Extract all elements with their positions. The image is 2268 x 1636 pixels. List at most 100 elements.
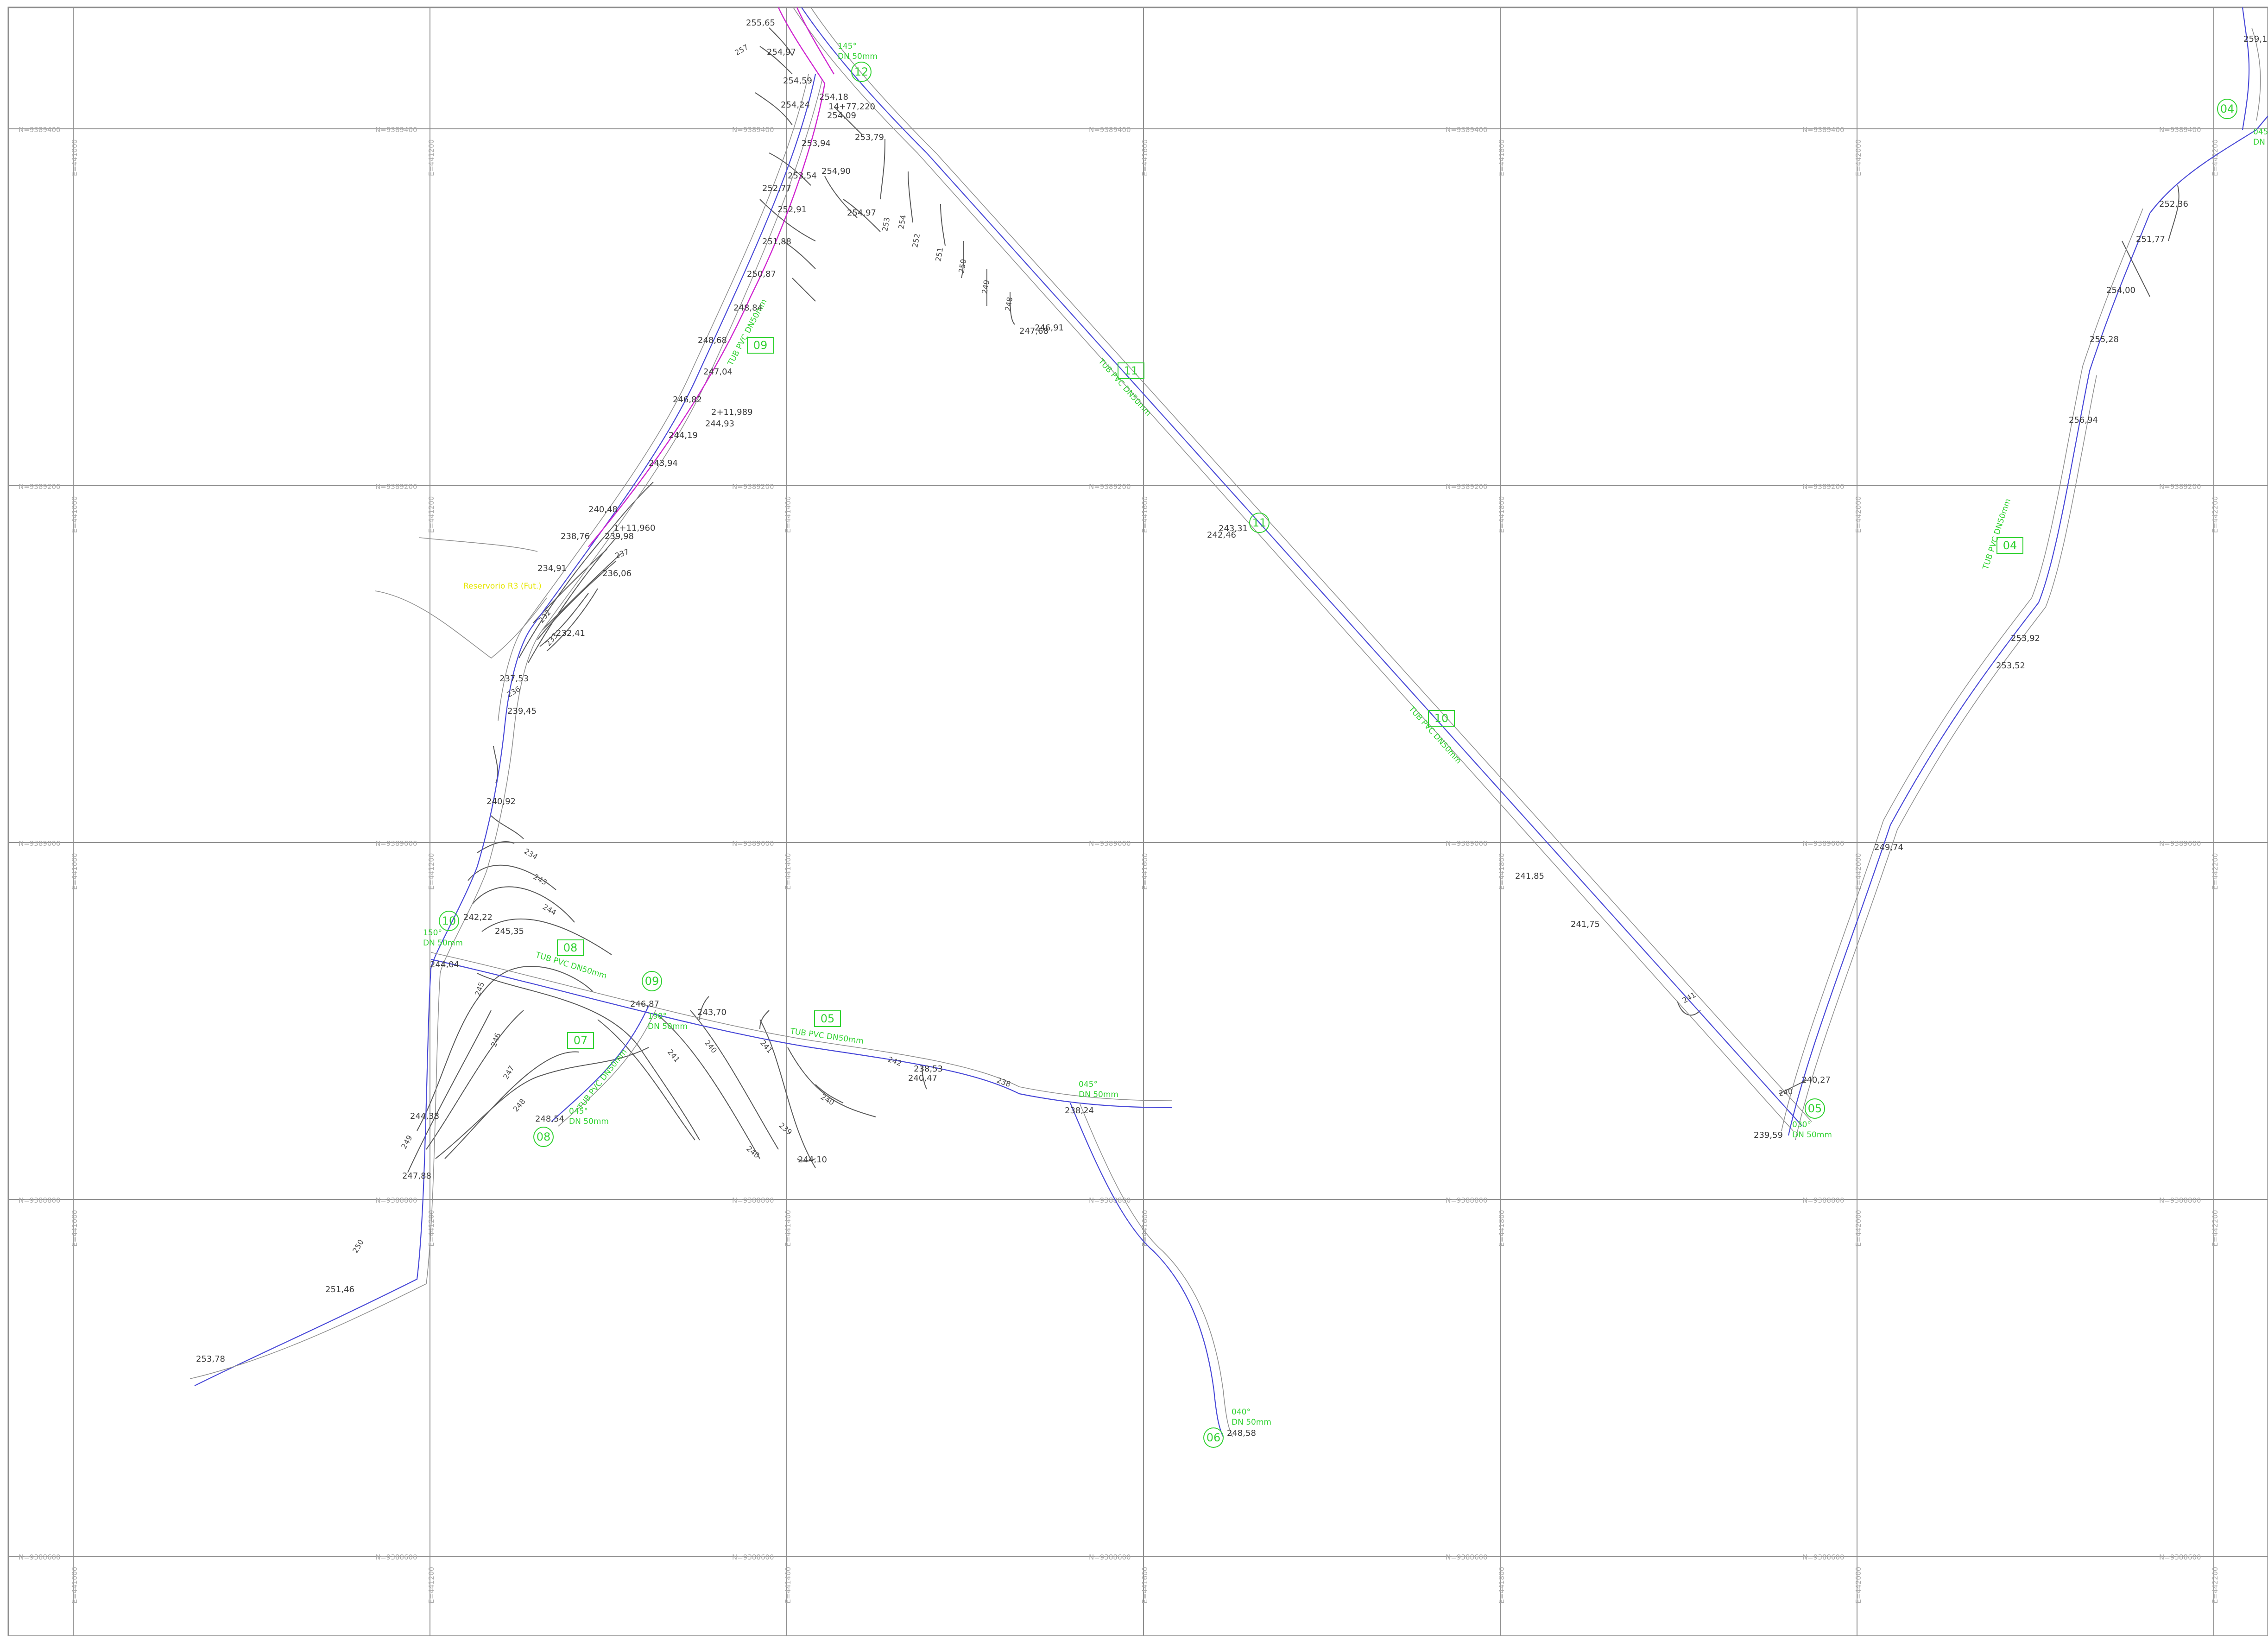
northing-label: N=9388800 (2159, 1196, 2201, 1205)
northing-label: N=9388800 (375, 1196, 417, 1205)
pipelines (190, 7, 2268, 1437)
pipeline-south-branch (1069, 1103, 1224, 1437)
contour-label: 251 (934, 247, 945, 262)
easting-label: E=441800 (1497, 853, 1506, 890)
northing-label: N=9388600 (19, 1553, 61, 1561)
elevation-label: 242,22 (463, 913, 493, 922)
node-marker: 08 (533, 1127, 554, 1147)
contour-label: 245 (473, 981, 486, 997)
northing-label: N=9389000 (19, 839, 61, 848)
elevation-label: 250,87 (747, 269, 776, 279)
elevation-label: 256,94 (2069, 415, 2098, 425)
elevation-label: 239,59 (1754, 1130, 1783, 1140)
pipe-spec-label: TUB PVC DN50mm (1981, 498, 2013, 571)
contour-label: 246 (489, 1032, 502, 1048)
svg-text:08: 08 (537, 1130, 551, 1143)
elevation-label: 248,58 (1227, 1428, 1256, 1438)
section-tag: 11 (1118, 362, 1144, 379)
contour-label: 240 (1778, 1087, 1793, 1098)
northing-label: N=9388800 (732, 1196, 774, 1205)
easting-label: E=441600 (1141, 496, 1149, 533)
elevation-label: 243,70 (697, 1008, 727, 1017)
easting-label: E=441800 (1497, 1567, 1506, 1604)
reservoir-note: Reservorio R3 (Fut.) (463, 582, 542, 591)
elevation-label: 254,90 (821, 166, 851, 176)
svg-text:04: 04 (2003, 539, 2017, 552)
easting-label: E=441600 (1141, 1567, 1149, 1604)
elevation-label: 254,24 (781, 100, 810, 110)
elevation-label: 252,91 (777, 205, 807, 215)
elevation-label: 254,09 (827, 111, 856, 120)
elevation-label: 242,46 (1207, 530, 1236, 540)
section-tag: 10 (1428, 710, 1455, 727)
junction-dn: DN 50mm (2253, 138, 2268, 147)
elevation-label: 244,04 (430, 960, 459, 970)
node-marker: 12 (851, 62, 872, 82)
elevation-label: 240,48 (588, 505, 618, 514)
northing-label: N=9389200 (2159, 482, 2201, 491)
pipeline-west-east (430, 958, 1173, 1109)
junction-dn: DN 50mm (1079, 1090, 1118, 1099)
elevation-label: 248,84 (733, 303, 763, 313)
elevation-label: 254,00 (2106, 285, 2135, 295)
elevation-label: 247,68 (1019, 326, 1049, 336)
northing-label: N=9388800 (1802, 1196, 1845, 1205)
northing-label: N=9389400 (2159, 126, 2201, 134)
northing-label: N=9389200 (1446, 482, 1488, 491)
elevation-label: 251,46 (325, 1285, 354, 1294)
svg-text:08: 08 (563, 941, 578, 954)
northing-label: N=9389200 (19, 482, 61, 491)
chainage-label: 2+11,989 (711, 407, 753, 417)
contour-label: 241 (666, 1047, 682, 1064)
elevation-label: 248,54 (535, 1114, 564, 1124)
easting-label: E=441800 (1497, 1210, 1506, 1247)
easting-label: E=441200 (427, 140, 436, 176)
northing-label: N=9388600 (1802, 1553, 1845, 1561)
elevation-label: 253,54 (788, 171, 817, 181)
easting-label: E=441200 (427, 496, 436, 533)
contour-label: 234 (523, 847, 539, 862)
elevation-label: 243,94 (649, 458, 678, 468)
svg-text:05: 05 (821, 1012, 835, 1025)
contour-label: 252 (910, 233, 922, 248)
elevation-label: 252,77 (762, 184, 791, 193)
easting-label: E=441200 (427, 1567, 436, 1604)
northing-label: N=9388600 (2159, 1553, 2201, 1561)
svg-text:10: 10 (1434, 712, 1449, 725)
northing-label: N=9389000 (1089, 839, 1131, 848)
svg-text:09: 09 (753, 339, 768, 352)
easting-labels: E=441000 E=441200 E=441400 E=441600 E=44… (70, 140, 2219, 1604)
elevation-label: 243,31 (1219, 524, 1248, 533)
node-marker: 05 (1805, 1098, 1825, 1119)
elevation-label: 253,92 (2011, 634, 2040, 643)
easting-label: E=441000 (70, 496, 79, 533)
elevation-label: 239,98 (605, 532, 634, 541)
elevation-label: 244,10 (798, 1155, 827, 1165)
contour-label: 249 (980, 279, 991, 294)
elevation-label: 244,93 (705, 419, 734, 429)
contour-label: 248 (512, 1097, 527, 1114)
elevation-label: 238,53 (914, 1064, 943, 1074)
junction-labels: 145° DN 50mm 150° DN 50mm 190° DN 50mm 0… (423, 42, 2268, 1427)
contour-label: 249 (399, 1134, 414, 1150)
easting-label: E=442200 (2211, 1567, 2219, 1604)
node-circles: 12 11 04 10 09 05 08 06 (439, 62, 2237, 1448)
elevation-label: 246,91 (1035, 323, 1064, 333)
elevation-label: 240,47 (908, 1073, 937, 1083)
section-tag: 05 (814, 1010, 841, 1027)
junction-dn: DN 50mm (423, 938, 463, 948)
easting-label: E=441800 (1497, 496, 1506, 533)
easting-label: E=441400 (784, 853, 792, 890)
elevation-label: 254,97 (847, 208, 876, 218)
northing-label: N=9388800 (1089, 1196, 1131, 1205)
northing-labels: N=9389400 N=9389400 N=9389400 N=9389400 … (19, 126, 2201, 1561)
contour-label: 242 (887, 1055, 903, 1068)
easting-label: E=442200 (2211, 140, 2219, 176)
contour-label: 236 (505, 685, 522, 699)
junction-dn: DN 50mm (1792, 1130, 1832, 1140)
elevation-label: 254,97 (767, 47, 796, 57)
easting-label: E=441000 (70, 853, 79, 890)
svg-text:06: 06 (1207, 1431, 1221, 1444)
contour-label: 253 (880, 216, 891, 232)
easting-label: E=441200 (427, 1210, 436, 1247)
